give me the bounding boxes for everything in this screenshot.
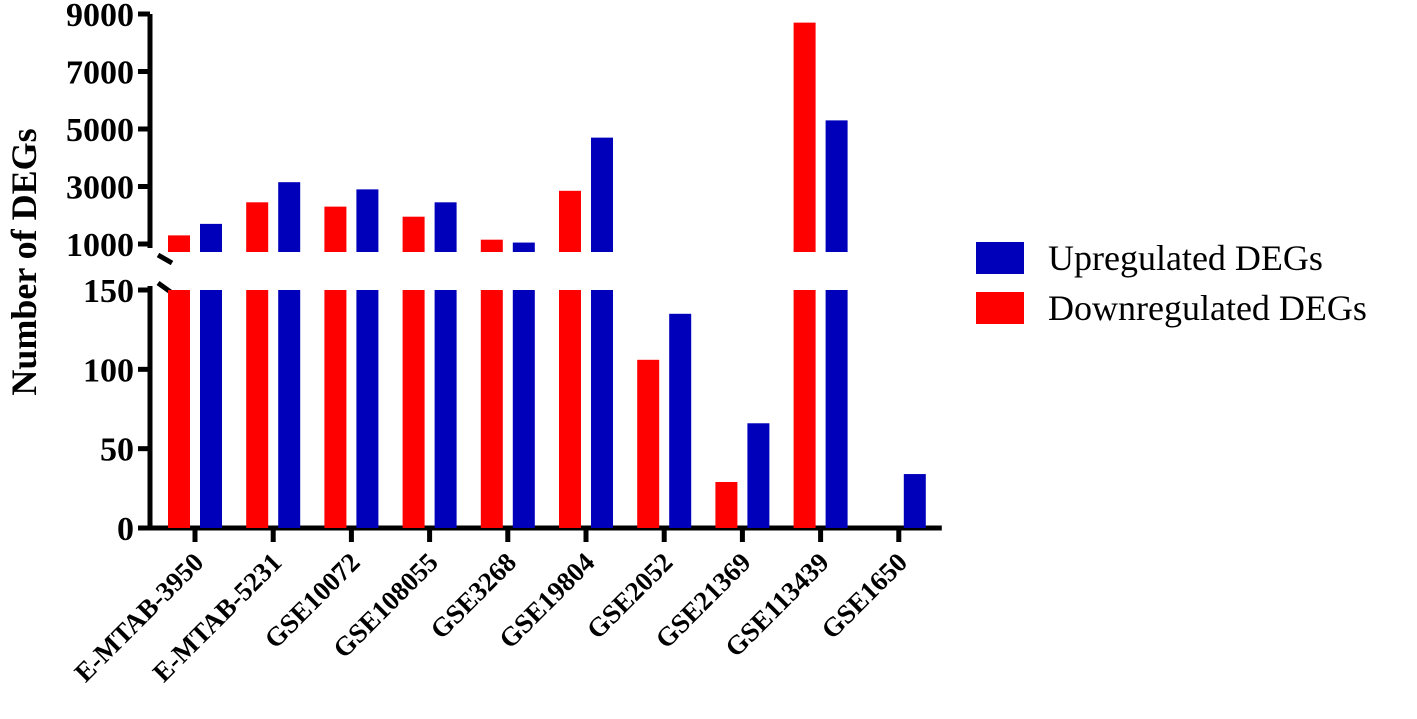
bars [168, 22, 926, 528]
y-tick-label: 5000 [66, 112, 134, 149]
bar-downregulated-degs [402, 290, 425, 528]
bar-upregulated-degs-upper [825, 120, 848, 252]
bar-upregulated-degs [669, 313, 692, 528]
legend: Upregulated DEGs Downregulated DEGs [976, 238, 1367, 328]
bar-downregulated-degs [559, 290, 581, 528]
bar-downregulated-degs-upper [402, 216, 425, 252]
bar-upregulated-degs [825, 290, 848, 528]
axis-break-mark [156, 252, 174, 266]
x-ticks: E-MTAB-3950E-MTAB-5231GSE10072GSE108055G… [69, 528, 913, 688]
bar-downregulated-degs-upper [793, 22, 816, 252]
bar-downregulated-degs-upper [324, 206, 347, 252]
bar-upregulated-degs [278, 290, 301, 528]
legend-swatch [976, 242, 1024, 274]
y-axis-label: Number of DEGs [4, 128, 44, 395]
bar-downregulated-degs-upper [559, 190, 581, 252]
y-tick-label: 150 [83, 273, 134, 310]
y-tick-label: 0 [117, 511, 134, 548]
bar-upregulated-degs [200, 290, 222, 528]
legend-swatch [976, 292, 1024, 324]
bar-downregulated-degs [637, 359, 660, 528]
y-tick-label: 100 [83, 352, 134, 389]
bar-downregulated-degs-upper [480, 239, 503, 252]
bar-upregulated-degs-upper [278, 182, 301, 252]
bar-downregulated-degs [793, 290, 816, 528]
bar-upregulated-degs-upper [434, 202, 457, 252]
bar-downregulated-degs [480, 290, 503, 528]
bar-upregulated-degs [747, 423, 770, 528]
bar-upregulated-degs [434, 290, 457, 528]
bar-downregulated-degs [168, 290, 190, 528]
legend-label: Upregulated DEGs [1048, 238, 1323, 278]
bar-downregulated-degs [715, 481, 738, 528]
bar-upregulated-degs-upper [356, 189, 379, 252]
bar-upregulated-degs [591, 290, 613, 528]
bar-downregulated-degs [324, 290, 347, 528]
y-tick-label: 3000 [66, 170, 134, 207]
bar-upregulated-degs-upper [512, 242, 535, 252]
x-tick-label: GSE1650 [815, 547, 913, 645]
y-tick-label: 50 [100, 432, 134, 469]
bar-upregulated-degs [512, 290, 535, 528]
bar-downregulated-degs [246, 290, 269, 528]
bar-upregulated-degs [903, 474, 926, 528]
bar-downregulated-degs-upper [246, 202, 269, 252]
y-tick-label: 7000 [66, 55, 134, 92]
bar-upregulated-degs-upper [591, 137, 613, 252]
bar-downregulated-degs-upper [168, 235, 190, 252]
y-ticks: 1000 3000 5000 7000 9000 0 50 100 150 [66, 0, 150, 548]
legend-label: Downregulated DEGs [1048, 288, 1367, 328]
bar-upregulated-degs-upper [200, 223, 222, 252]
bar-upregulated-degs [356, 290, 379, 528]
y-tick-label: 1000 [66, 227, 134, 264]
y-tick-label: 9000 [66, 0, 134, 34]
